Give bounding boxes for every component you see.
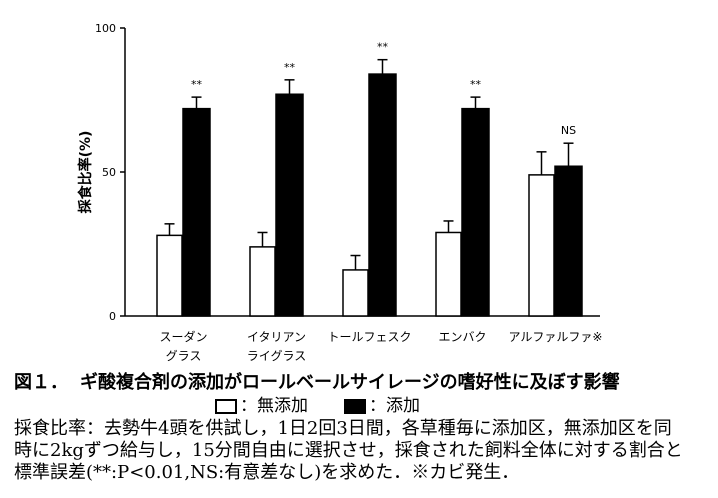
significance-label: **	[377, 41, 389, 54]
caption-note-line: 時に2kgずつ給与し，15分間自由に選択させ，採食された飼料全体に対する割合と	[14, 440, 683, 461]
bar-additive	[182, 107, 211, 317]
legend-label-additive: 添加	[386, 396, 420, 416]
legend-item-additive: ： 添加	[344, 396, 420, 416]
bar-additive	[368, 73, 397, 317]
y-tick-label: 100	[95, 22, 116, 35]
bar-no-additive	[342, 269, 369, 317]
significance-label: **	[284, 61, 296, 74]
figure-title: ギ酸複合剤の添加がロールベールサイレージの嗜好性に及ぼす影響	[80, 372, 620, 393]
bar-no-additive	[528, 174, 555, 317]
figure-number: 図１．	[14, 372, 68, 393]
legend: ： 無添加 ： 添加	[215, 396, 420, 416]
bar-additive	[461, 107, 490, 317]
category-label-line: エンバク	[438, 330, 486, 344]
category-label-line: グラス	[166, 349, 202, 363]
significance-label: NS	[561, 124, 576, 137]
category-label: アルファルファ※	[509, 330, 603, 344]
category-label-line: スーダン	[159, 329, 207, 344]
legend-separator: ：	[240, 396, 257, 416]
bar-additive	[275, 93, 304, 317]
category-label-line: トールフェスク	[327, 330, 411, 344]
significance-label: **	[191, 78, 203, 91]
category-label: トールフェスク	[327, 330, 411, 344]
caption-note-line: 採食比率：去勢牛4頭を供試し，1日2回3日間，各草種毎に添加区，無添加区を同	[14, 418, 672, 439]
category-label: イタリアンライグラス	[247, 330, 307, 363]
category-label: スーダングラス	[159, 329, 207, 363]
bar-chart: 0 50 100 採食比率(%) ** スーダングラス ** イタリアンライグラス ** トールフ…	[77, 22, 603, 363]
legend-swatch-additive	[344, 398, 366, 414]
bar-no-additive	[249, 246, 276, 317]
legend-swatch-no-additive	[215, 398, 237, 414]
category-label-line: アルファルファ※	[509, 330, 603, 344]
caption-note-line: 標準誤差(**:P<0.01,NS:有意差なし)を求めた．※カビ発生．	[14, 462, 520, 483]
category-label: エンバク	[438, 330, 486, 344]
significance-label: **	[470, 78, 482, 91]
bar-no-additive	[156, 234, 183, 317]
figure-caption-title: 図１． ギ酸複合剤の添加がロールベールサイレージの嗜好性に及ぼす影響	[14, 373, 620, 393]
category-label-line: ライグラス	[247, 349, 307, 363]
y-axis-title: 採食比率(%)	[77, 131, 94, 214]
legend-item-no-additive: ： 無添加	[215, 396, 308, 416]
y-tick-label: 0	[109, 310, 116, 323]
legend-separator: ：	[369, 396, 386, 416]
bar-additive	[554, 165, 583, 317]
legend-label-no-additive: 無添加	[257, 396, 308, 416]
bar-no-additive	[435, 231, 462, 317]
y-tick-label: 50	[102, 166, 116, 179]
category-label-line: イタリアン	[247, 330, 306, 344]
